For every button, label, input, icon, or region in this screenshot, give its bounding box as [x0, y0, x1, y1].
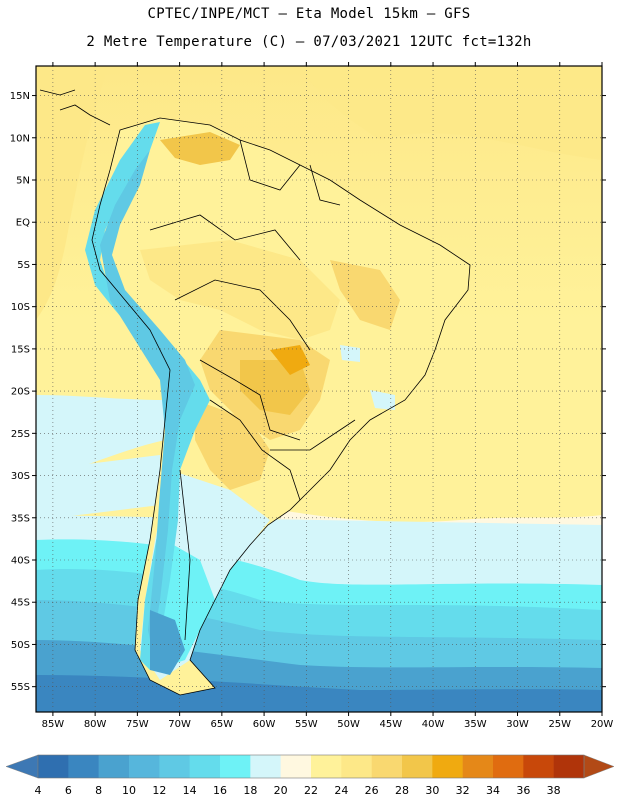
lon-label: 80W — [84, 719, 107, 730]
lon-label: 60W — [253, 719, 276, 730]
lon-label: 45W — [379, 719, 402, 730]
temperature-field — [36, 66, 602, 712]
lon-label: 65W — [211, 719, 234, 730]
lat-label: 40S — [11, 556, 30, 567]
lon-label: 40W — [422, 719, 445, 730]
colorbar-value: 38 — [547, 784, 561, 797]
lat-label: 5N — [16, 176, 30, 187]
colorbar-value: 22 — [304, 784, 318, 797]
lon-label: 55W — [295, 719, 318, 730]
colorbar-value: 28 — [395, 784, 409, 797]
lat-label: 45S — [11, 598, 30, 609]
lat-label: 55S — [11, 682, 30, 693]
lon-label: 75W — [126, 719, 149, 730]
colorbar-value: 14 — [183, 784, 197, 797]
lon-label: 70W — [168, 719, 191, 730]
colorbar-value: 32 — [456, 784, 470, 797]
colorbar-value: 26 — [365, 784, 379, 797]
colorbar-swatch — [493, 755, 524, 778]
colorbar-value: 6 — [65, 784, 72, 797]
colorbar-value: 4 — [35, 784, 42, 797]
colorbar-value: 24 — [334, 784, 348, 797]
lat-label: 20S — [11, 387, 30, 398]
lon-label: 85W — [42, 719, 65, 730]
colorbar-value: 12 — [152, 784, 166, 797]
lat-label: 15S — [11, 344, 30, 355]
colorbar-swatch — [280, 755, 312, 778]
lat-label: 35S — [11, 513, 30, 524]
colorbar-value: 36 — [516, 784, 530, 797]
lat-label: 15N — [10, 91, 30, 102]
lon-label: 35W — [464, 719, 487, 730]
colorbar-swatch — [250, 755, 281, 778]
colorbar-swatch — [371, 755, 403, 778]
colorbar-high-arrow — [583, 754, 615, 779]
colorbar — [5, 754, 615, 779]
colorbar-value: 20 — [274, 784, 288, 797]
colorbar-swatch — [159, 755, 190, 778]
lon-label: 20W — [591, 719, 614, 730]
lon-label: 30W — [506, 719, 529, 730]
longitude-labels: 85W 80W 75W 70W 65W 60W 55W 50W 45W 40W 35W 30W 25W 2… — [42, 62, 614, 730]
map-title-line-1: CPTEC/INPE/MCT – Eta Model 15km – GFS — [147, 6, 471, 22]
lon-label: 50W — [337, 719, 360, 730]
lat-label: 10S — [11, 302, 30, 313]
colorbar-swatch — [553, 755, 585, 778]
lat-label: EQ — [16, 218, 30, 229]
colorbar-value: 16 — [213, 784, 227, 797]
map-frame — [35, 65, 603, 713]
colorbar-value: 30 — [425, 784, 439, 797]
latitude-labels: 15N 10N 5N EQ 5S 10S 15S 20S 25S 30S 35S 40S 45S 50S 5… — [10, 91, 606, 693]
colorbar-labels: 4 6 8 10 12 14 16 18 20 22 24 26 28 30 32 34 36 38 — [35, 784, 561, 797]
map-title-line-2: 2 Metre Temperature (C) – 07/03/2021 12U… — [86, 34, 532, 50]
colorbar-value: 8 — [95, 784, 102, 797]
lat-label: 25S — [11, 429, 30, 440]
lon-label: 25W — [548, 719, 571, 730]
colorbar-swatch — [432, 755, 463, 778]
colorbar-value: 34 — [486, 784, 500, 797]
lat-label: 10N — [10, 133, 30, 144]
colorbar-swatch — [311, 755, 342, 778]
colorbar-swatch — [402, 755, 433, 778]
colorbar-low-arrow — [5, 754, 39, 779]
colorbar-swatch — [38, 755, 69, 778]
lat-label: 5S — [17, 260, 30, 271]
colorbar-swatch — [189, 755, 221, 778]
colorbar-swatch — [462, 755, 494, 778]
colorbar-swatch — [523, 755, 554, 778]
colorbar-value: 10 — [122, 784, 136, 797]
colorbar-swatch — [220, 755, 251, 778]
lat-label: 30S — [11, 471, 30, 482]
colorbar-swatch — [129, 755, 160, 778]
colorbar-swatch — [68, 755, 99, 778]
lat-label: 50S — [11, 640, 30, 651]
colorbar-swatch — [98, 755, 130, 778]
colorbar-value: 18 — [243, 784, 257, 797]
colorbar-swatch — [341, 755, 372, 778]
